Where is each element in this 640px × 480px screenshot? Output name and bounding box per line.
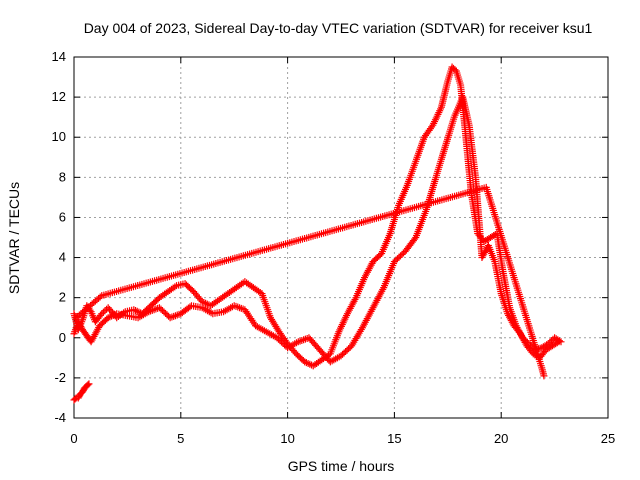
data-point-s0 <box>133 307 141 315</box>
y-tick-label: -2 <box>54 370 66 385</box>
y-axis-label: SDTVAR / TECUs <box>6 182 22 294</box>
data-point-s0 <box>132 307 140 315</box>
data-point-s3 <box>96 293 104 301</box>
data-point-s1 <box>555 338 563 346</box>
x-axis-label: GPS time / hours <box>288 458 395 474</box>
plot-frame <box>73 56 609 419</box>
x-tick-label: 20 <box>494 431 508 446</box>
y-tick-label: 10 <box>52 129 66 144</box>
y-tick-label: 12 <box>52 89 66 104</box>
data-point-s1 <box>76 321 84 329</box>
data-point-s1 <box>108 312 116 320</box>
data-point-s1 <box>77 323 85 331</box>
data-point-s2 <box>71 395 79 403</box>
y-tick-label: 0 <box>59 330 66 345</box>
y-tick-label: 4 <box>59 250 66 265</box>
data-point-s0 <box>302 359 310 367</box>
x-tick-label: 10 <box>280 431 294 446</box>
y-tick-label: 2 <box>59 290 66 305</box>
data-point-s2 <box>85 380 93 388</box>
y-tick-label: 8 <box>59 169 66 184</box>
x-tick-label: 5 <box>177 431 184 446</box>
data-point-s0 <box>99 308 107 316</box>
y-tick-label: -4 <box>54 410 66 425</box>
data-point-s3 <box>540 372 548 380</box>
data-point-s0 <box>304 359 312 367</box>
data-point-s0 <box>98 310 106 318</box>
data-point-s0 <box>428 123 436 131</box>
data-point-s1 <box>104 314 112 322</box>
data-point-s0 <box>202 299 210 307</box>
data-point-s1 <box>109 311 117 319</box>
axis-ticks: 0 5 10 15 20 25 -4 -2 0 2 4 6 8 10 12 14 <box>52 49 616 446</box>
grid <box>74 57 608 418</box>
x-tick-label: 25 <box>601 431 615 446</box>
chart-title: Day 004 of 2023, Sidereal Day-to-day VTE… <box>84 20 593 36</box>
data-point-s1 <box>411 235 419 243</box>
y-tick-label: 14 <box>52 49 66 64</box>
data-point-s1 <box>75 319 83 327</box>
data-point-s0 <box>130 306 138 314</box>
data-point-s1 <box>553 339 561 347</box>
data-point-s0 <box>547 337 555 345</box>
data-points <box>70 63 565 404</box>
data-point-s0 <box>198 298 206 306</box>
x-tick-label: 15 <box>387 431 401 446</box>
data-point-s0 <box>301 358 309 366</box>
data-point-s0 <box>101 307 109 315</box>
data-point-s1 <box>106 313 114 321</box>
data-point-s0 <box>171 283 179 291</box>
x-tick-label: 0 <box>70 431 77 446</box>
data-point-s2 <box>84 381 92 389</box>
data-point-s0 <box>200 298 208 306</box>
y-tick-label: 6 <box>59 209 66 224</box>
